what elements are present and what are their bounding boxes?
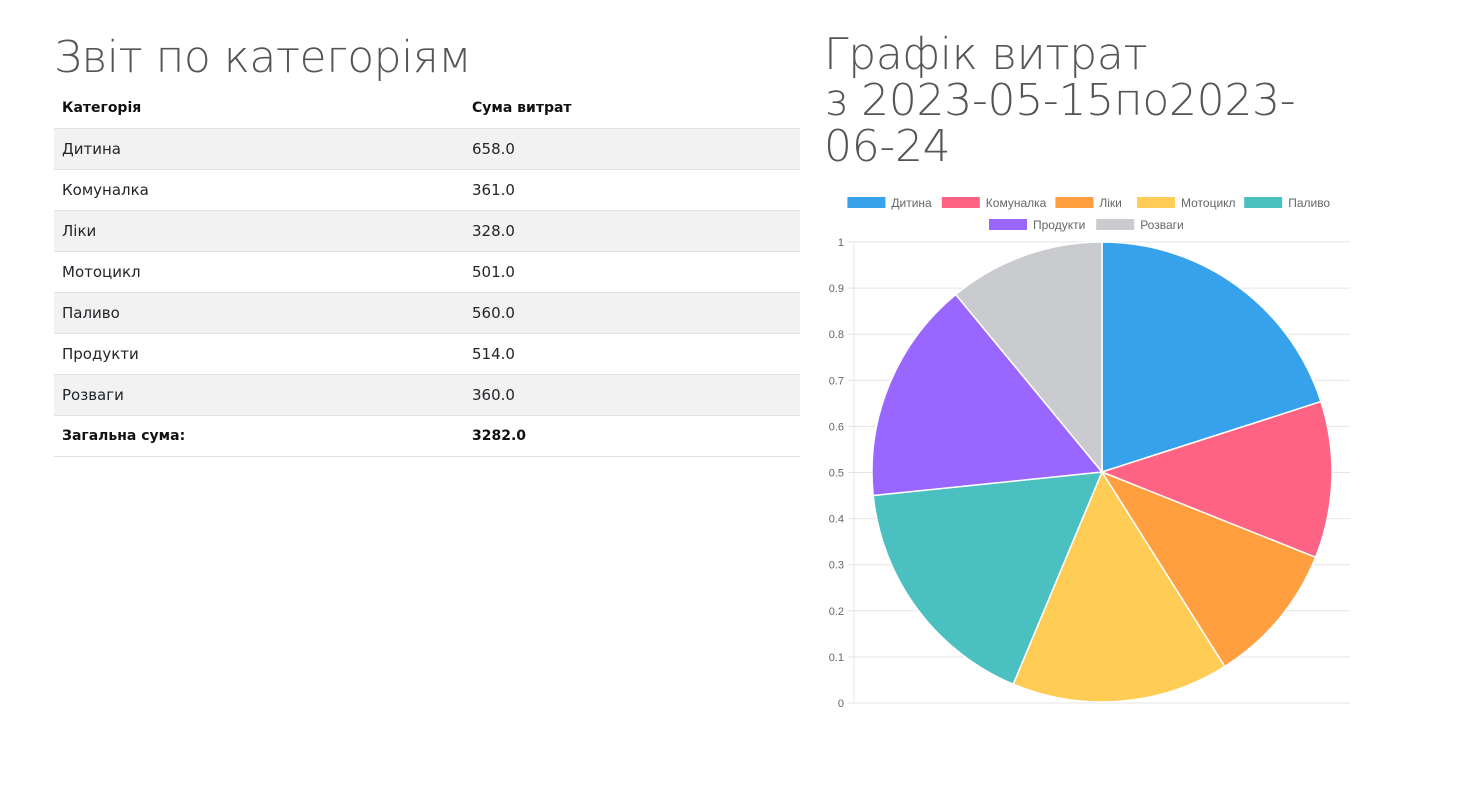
report-section: Звіт по категоріям Категорія Сума витрат…: [54, 28, 800, 457]
pie-slice: [1012, 470, 1226, 703]
pie-slice: [1101, 241, 1322, 474]
legend-label: Дитина: [891, 196, 932, 210]
table-row: Продукти 514.0: [54, 333, 800, 375]
report-title: Звіт по категоріям: [54, 32, 472, 83]
pie-slice: [872, 471, 1104, 686]
legend-swatch: [1137, 197, 1175, 208]
chart-title-line-3: 06-24: [824, 121, 951, 172]
chart-section: Графік витрат з 2023-05-15по2023- 06-24: [824, 32, 1384, 170]
y-tick-label: 0.7: [829, 375, 844, 387]
legend-swatch: [1096, 219, 1135, 230]
table-header-row: Категорія Сума витрат: [54, 88, 800, 129]
total-value: 3282.0: [464, 415, 800, 457]
total-row: Загальна сума: 3282.0: [54, 415, 800, 457]
y-tick-label: 0.4: [829, 514, 844, 526]
chart-grid: 0 0.1 0.2 0.3 0.4 0.5 0.6 0.7 0.8 0.9 1: [829, 237, 1350, 710]
category-cell: Мотоцикл: [54, 251, 464, 293]
table-row: Комуналка 361.0: [54, 169, 800, 211]
y-tick-label: 0.5: [829, 468, 844, 480]
y-tick-label: 0.9: [829, 283, 844, 295]
category-table: Категорія Сума витрат Дитина 658.0 Комун…: [54, 88, 800, 457]
category-cell: Дитина: [54, 128, 464, 170]
amount-cell: 360.0: [464, 374, 800, 416]
y-tick-label: 0.1: [829, 652, 844, 664]
category-cell: Ліки: [54, 210, 464, 252]
table-row: Розваги 360.0: [54, 374, 800, 416]
chart-title: Графік витрат з 2023-05-15по2023- 06-24: [824, 32, 1384, 170]
category-cell: Комуналка: [54, 169, 464, 211]
category-cell: Паливо: [54, 292, 464, 334]
y-tick-label: 0.3: [829, 560, 844, 572]
y-tick-label: 0.6: [829, 421, 844, 433]
amount-cell: 560.0: [464, 292, 800, 334]
legend-label: Розваги: [1140, 218, 1184, 232]
y-tick-label: 0.8: [829, 329, 844, 341]
column-header-category: Категорія: [54, 88, 464, 129]
y-tick-label: 0.2: [829, 606, 844, 618]
amount-cell: 501.0: [464, 251, 800, 293]
y-tick-label: 1: [838, 237, 844, 249]
column-header-amount: Сума витрат: [464, 88, 800, 129]
amount-cell: 328.0: [464, 210, 800, 252]
legend-swatch: [847, 197, 886, 208]
pie-slice: [1099, 400, 1333, 559]
total-label: Загальна сума:: [54, 415, 464, 457]
table-row: Паливо 560.0: [54, 292, 800, 334]
category-cell: Продукти: [54, 333, 464, 375]
amount-cell: 361.0: [464, 169, 800, 211]
category-cell: Розваги: [54, 374, 464, 416]
legend-label: Мотоцикл: [1181, 196, 1236, 210]
y-tick-label: 0: [838, 698, 844, 710]
legend-label: Ліки: [1099, 196, 1122, 210]
legend-swatch: [941, 197, 980, 208]
legend-swatch: [1055, 197, 1094, 208]
legend-swatch: [1244, 197, 1283, 208]
legend-label: Паливо: [1288, 196, 1330, 210]
pie-slices: [871, 241, 1333, 703]
legend-label: Комуналка: [986, 196, 1047, 210]
chart-title-line-2: з 2023-05-15по2023-: [824, 75, 1296, 126]
pie-slice: [871, 293, 1104, 497]
chart-title-line-1: Графік витрат: [824, 29, 1148, 80]
legend-label: Продукти: [1033, 218, 1085, 232]
amount-cell: 658.0: [464, 128, 800, 170]
chart-legend: Дитина Комуналка Ліки Мотоцикл Паливо Продукт…: [847, 196, 1330, 232]
legend-swatch: [989, 219, 1027, 230]
pie-slice: [954, 241, 1103, 475]
table-row: Ліки 328.0: [54, 210, 800, 252]
amount-cell: 514.0: [464, 333, 800, 375]
pie-slice: [1100, 470, 1317, 668]
table-row: Мотоцикл 501.0: [54, 251, 800, 293]
table-row: Дитина 658.0: [54, 128, 800, 170]
